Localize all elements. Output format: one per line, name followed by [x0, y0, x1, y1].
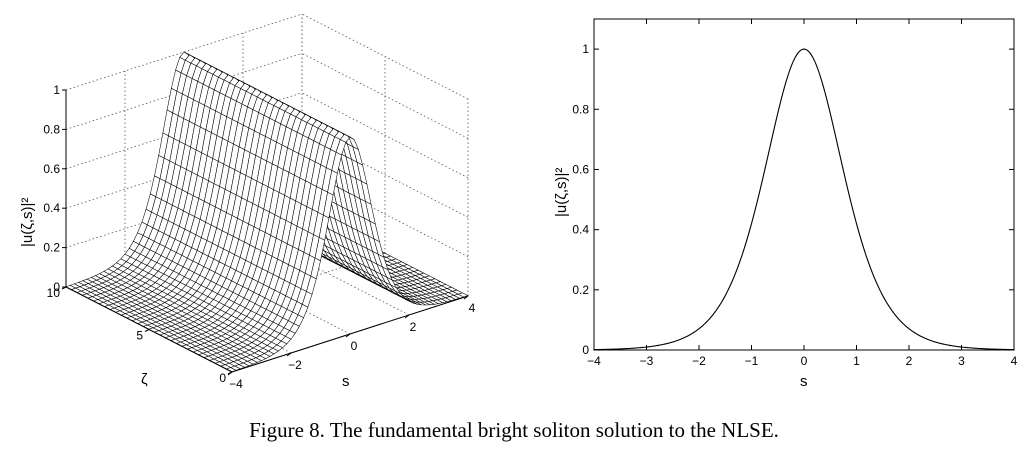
zeta-tick-label: 10: [47, 286, 61, 300]
y-tick-label: 0.6: [572, 162, 589, 176]
figure-caption: Figure 8. The fundamental bright soliton…: [249, 418, 779, 442]
x-tick-label: −4: [587, 354, 601, 368]
zeta-tick-label: 5: [136, 329, 143, 343]
s-tick-label: −4: [229, 377, 243, 391]
line-plot-ticks: −4 −3 −2 −1 0 1 2 3 4 0 0.2 0.4 0.6 0.8 1: [572, 19, 1018, 368]
x-tick-label: −2: [692, 354, 706, 368]
x-tick-label: 1: [853, 354, 860, 368]
z-tick-label: 0.4: [43, 201, 60, 215]
back-wall-gridline: [65, 171, 303, 248]
back-wall-gridline: [65, 92, 303, 170]
y-tick-label: 1: [582, 42, 589, 56]
side-wall-gridline: [301, 131, 469, 218]
surface-z-axis-label: |u(ζ,s)|²: [19, 198, 36, 247]
y-tick-label: 0.8: [572, 102, 589, 116]
s-tick-mark: [463, 295, 469, 300]
surface-zeta-axis-label: ζ: [141, 371, 148, 388]
s-tick-mark: [286, 352, 292, 357]
soliton-profile-line: [593, 48, 1015, 351]
line-y-axis-label: |u(ζ,s)|²: [553, 168, 570, 217]
x-tick-label: 4: [1011, 354, 1018, 368]
x-tick-label: −1: [745, 354, 759, 368]
surface-mesh: [65, 51, 469, 372]
z-tick-label: 0: [53, 280, 60, 294]
line-plot-frame: [593, 18, 1015, 351]
zeta-tick-mark: [227, 371, 233, 375]
zeta-tick-label: 0: [219, 371, 226, 385]
side-wall-gridline: [301, 53, 469, 139]
back-wall-gridline: [65, 53, 303, 130]
zeta-tick-mark: [144, 329, 150, 332]
x-tick-label: 3: [958, 354, 965, 368]
s-tick-label: −2: [288, 358, 302, 372]
line-plot: −4 −3 −2 −1 0 1 2 3 4 0 0.2 0.4 0.6 0.8 1 |u(ζ,s)|² s: [553, 18, 1018, 390]
s-tick-label: 0: [351, 339, 358, 353]
s-tick-label: 4: [469, 301, 476, 315]
s-tick-mark: [404, 314, 410, 319]
s-tick-mark: [345, 333, 351, 338]
floor-gridline: [242, 229, 410, 316]
x-tick-label: 0: [801, 354, 808, 368]
x-tick-label: −3: [640, 354, 654, 368]
z-tick-label: 0.6: [43, 162, 60, 176]
x-tick-label: 2: [906, 354, 913, 368]
line-x-axis-label: s: [800, 373, 808, 390]
back-wall-gridline: [65, 13, 303, 91]
y-tick-label: 0.4: [572, 223, 589, 237]
side-wall-gridline: [301, 171, 469, 257]
z-tick-label: 0.8: [43, 122, 60, 136]
side-wall-gridline: [301, 92, 469, 179]
y-tick-label: 0.2: [572, 283, 589, 297]
y-tick-label: 0: [582, 343, 589, 357]
back-wall-gridline: [65, 131, 303, 209]
z-tick-label: 1: [53, 83, 60, 97]
z-tick-label: 0.2: [43, 241, 60, 255]
side-wall-gridline: [301, 13, 469, 100]
s-tick-label: 2: [410, 320, 417, 334]
surface-s-axis-label: s: [342, 373, 350, 390]
